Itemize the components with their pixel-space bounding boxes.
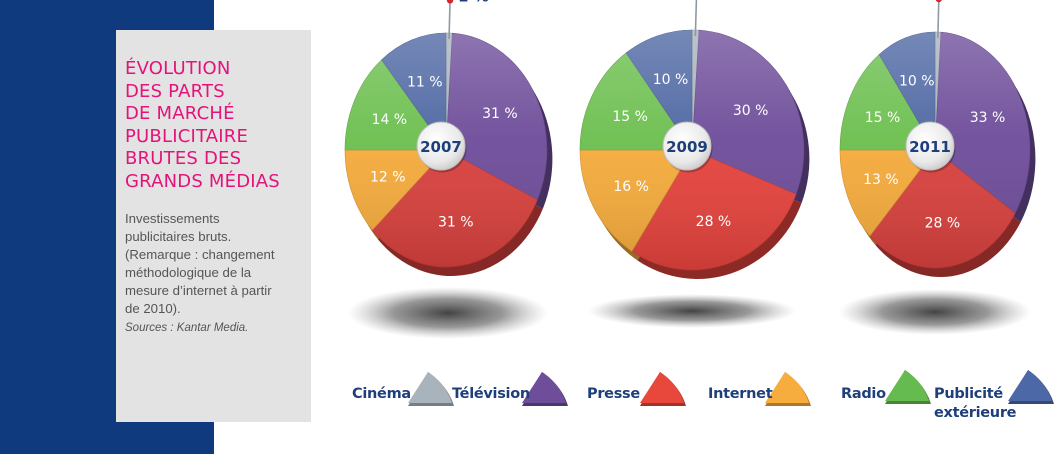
pie-chart-2011: 1 % 33 % 28 % 13 % 15 % 10 % 2011 (839, 0, 1036, 335)
title-line: PUBLICITAIRE (125, 125, 249, 147)
slice-label: 12 % (370, 170, 406, 186)
legend-swatch (522, 372, 566, 403)
note-line: mesure d’internet à partir (125, 283, 272, 298)
leader-line (937, 0, 940, 38)
slice-label: 10 % (653, 72, 689, 88)
leader-line (448, 0, 451, 39)
info-panel: ÉVOLUTION DES PARTS DE MARCHÉ PUBLICITAI… (116, 30, 311, 422)
slice-label: 1 % (705, 0, 736, 1)
year-badge (905, 121, 955, 171)
slice-label: 15 % (612, 109, 648, 125)
title-line: ÉVOLUTION (125, 58, 231, 79)
year-label: 2007 (420, 138, 462, 156)
year-label: 2011 (909, 138, 951, 156)
pie-chart-2009: 1 % 30 % 28 % 16 % 15 % 10 % 2009 (579, 0, 810, 328)
leader-pin (935, 0, 942, 3)
pie-chart-2007: 1 % 31 % 31 % 12 % 14 % 11 % 2007 (344, 0, 553, 339)
slice-label: 13 % (863, 172, 899, 188)
slice-label: 28 % (925, 216, 961, 232)
slice-label: 16 % (613, 179, 649, 195)
slice-label: 31 % (438, 215, 474, 231)
title-line: DES PARTS (125, 80, 225, 102)
slice-label: 1 % (947, 0, 978, 4)
slice-label: 1 % (458, 0, 489, 5)
slice-label: 31 % (482, 106, 518, 122)
legend-swatch (1008, 370, 1052, 401)
slice-label: 28 % (696, 214, 732, 230)
title-line: DE MARCHÉ (125, 103, 235, 124)
legend-swatch (640, 372, 684, 403)
pie-shadow (588, 294, 796, 328)
note-line: publicitaires bruts. (125, 229, 232, 244)
title-line: GRANDS MÉDIAS (125, 170, 280, 192)
sources-note: Sources : Kantar Media. (125, 322, 249, 334)
legend-swatch (408, 372, 452, 403)
pie-shadow (348, 287, 548, 339)
slice-label: 15 % (865, 110, 901, 126)
panel-title: ÉVOLUTION DES PARTS DE MARCHÉ PUBLICITAI… (125, 58, 303, 193)
slice-label: 10 % (899, 73, 935, 89)
legend-swatch (765, 372, 809, 403)
year-badge (662, 121, 712, 171)
note-line: (Remarque : changement (125, 247, 275, 262)
note-line: Investissements (125, 211, 220, 226)
note-line: méthodologique de la (125, 265, 252, 280)
slice-label: 33 % (970, 110, 1006, 126)
panel-note: Investissements publicitaires bruts. (Re… (125, 210, 303, 318)
slice-label: 14 % (372, 112, 408, 128)
leader-pin (446, 0, 454, 4)
legend-swatches (408, 370, 1054, 406)
pie-shadow (839, 289, 1031, 335)
year-label: 2009 (666, 138, 708, 156)
note-line: de 2010). (125, 301, 181, 316)
slice-label: 11 % (407, 75, 443, 91)
year-badge (416, 121, 466, 171)
legend-swatch (885, 370, 929, 401)
slice-label: 30 % (733, 103, 769, 119)
title-line: BRUTES DES (125, 148, 242, 169)
leader-line (694, 0, 698, 37)
